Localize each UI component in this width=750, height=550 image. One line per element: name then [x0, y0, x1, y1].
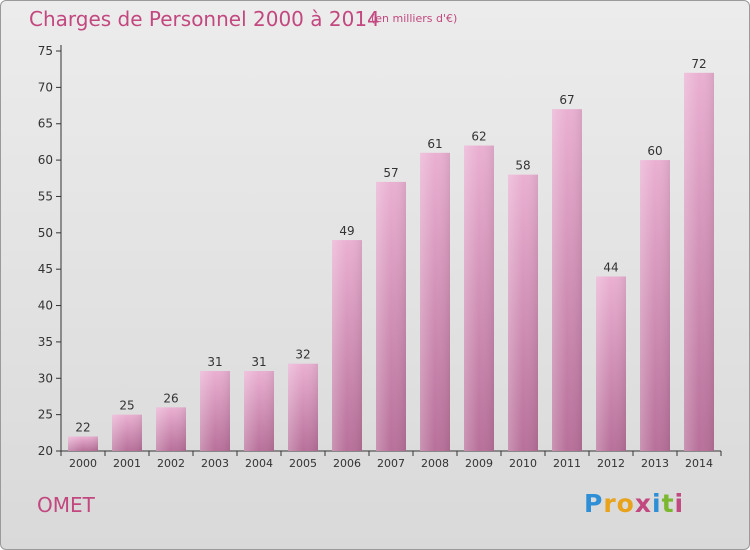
bar-highlight [640, 160, 670, 451]
logo-letter: x [634, 489, 652, 518]
data-label: 31 [207, 355, 222, 369]
data-label: 22 [75, 420, 90, 434]
bar-highlight [596, 276, 626, 451]
logo-letter: i [674, 489, 685, 518]
x-tick-label: 2010 [509, 457, 537, 470]
bar-highlight [288, 363, 318, 451]
x-tick-label: 2007 [377, 457, 405, 470]
x-tick-label: 2012 [597, 457, 625, 470]
x-tick-label: 2011 [553, 457, 581, 470]
bar-highlight [508, 174, 538, 452]
y-tick-label: 60 [38, 153, 53, 167]
data-label: 57 [383, 166, 398, 180]
y-tick-label: 70 [38, 80, 53, 94]
x-tick-label: 2009 [465, 457, 493, 470]
x-tick-label: 2004 [245, 457, 273, 470]
bar-highlight [420, 152, 450, 451]
y-tick-label: 30 [38, 371, 53, 385]
x-tick-label: 2013 [641, 457, 669, 470]
data-label: 32 [295, 348, 310, 362]
logo-letter: r [603, 489, 617, 518]
bars-group: 22 25 26 31 31 32 49 57 61 62 58 67 44 60 72 [68, 57, 714, 452]
y-tick-label: 50 [38, 226, 53, 240]
x-tick-label: 2005 [289, 457, 317, 470]
data-label: 25 [119, 399, 134, 413]
data-label: 31 [251, 355, 266, 369]
y-tick-label: 65 [38, 117, 53, 131]
x-tick-label: 2000 [69, 457, 97, 470]
x-tick-label: 2002 [157, 457, 185, 470]
y-tick-label: 25 [38, 408, 53, 422]
data-label: 67 [559, 93, 574, 107]
logo-letter: t [661, 489, 675, 518]
bar-highlight [684, 72, 714, 452]
bar-highlight [464, 145, 494, 451]
y-tick-label: 40 [38, 299, 53, 313]
bar-highlight [156, 407, 186, 451]
data-label: 58 [515, 159, 530, 173]
bar-highlight [376, 181, 406, 451]
logo-letter: o [616, 489, 635, 518]
bar-highlight [112, 414, 142, 451]
y-tick-label: 20 [38, 444, 53, 458]
logo-letter: i [652, 489, 662, 518]
x-tick-label: 2008 [421, 457, 449, 470]
chart-subtitle: (en milliers d'€) [371, 12, 458, 25]
bar-highlight [332, 240, 362, 451]
x-axis: 2000 2001 2002 2003 2004 2005 2006 2007 2008 2009… [60, 450, 722, 470]
bar-highlight [68, 436, 98, 451]
data-label: 72 [691, 57, 706, 71]
y-axis: 20 25 30 35 40 45 50 55 60 65 70 75 [38, 44, 62, 458]
x-tick-label: 2001 [113, 457, 141, 470]
y-tick-label: 45 [38, 262, 53, 276]
data-label: 44 [603, 260, 618, 274]
data-label: 61 [427, 137, 442, 151]
chart-title: Charges de Personnel 2000 à 2014 [29, 7, 380, 31]
logo-letter: P [584, 489, 604, 518]
x-tick-label: 2006 [333, 457, 361, 470]
bar-highlight [200, 371, 230, 451]
data-label: 60 [647, 144, 662, 158]
commune-name: OMET [37, 493, 95, 517]
bar-highlight [552, 109, 582, 451]
x-tick-label: 2003 [201, 457, 229, 470]
y-tick-label: 75 [38, 44, 53, 58]
bar-highlight [244, 371, 274, 451]
y-tick-label: 35 [38, 335, 53, 349]
proxiti-logo[interactable]: Proxiti [584, 489, 684, 518]
data-label: 62 [471, 130, 486, 144]
x-tick-label: 2014 [685, 457, 713, 470]
data-label: 49 [339, 224, 354, 238]
y-tick-label: 55 [38, 189, 53, 203]
data-label: 26 [163, 391, 178, 405]
